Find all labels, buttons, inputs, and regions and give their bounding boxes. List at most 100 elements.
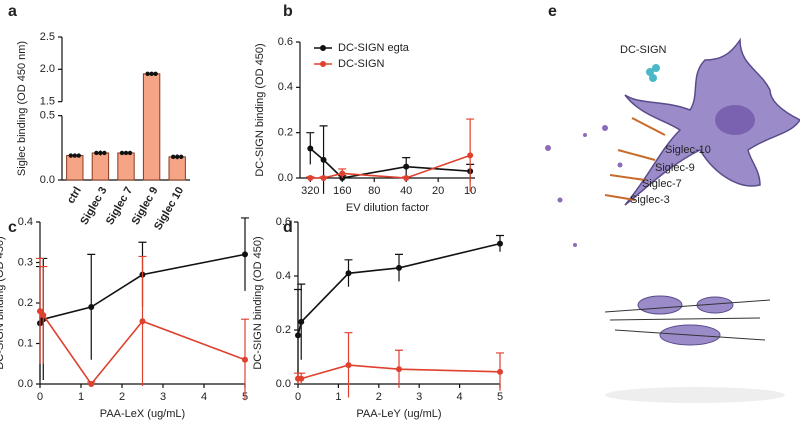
data-point	[102, 150, 107, 156]
line	[310, 154, 471, 179]
panel-label: e	[548, 3, 557, 20]
y-tick-label: 0.6	[278, 36, 293, 48]
data-point	[497, 240, 503, 247]
x-axis-label: PAA-LeY (ug/mL)	[356, 408, 441, 420]
data-point	[68, 153, 74, 158]
x-tick-label: 320	[301, 185, 319, 197]
data-point	[119, 150, 125, 156]
data-point	[307, 175, 314, 181]
data-point	[295, 332, 301, 339]
data-point	[242, 251, 248, 258]
y-tick-label: 0.0	[276, 378, 291, 390]
y-axis-label: DC-SIGN binding (OD 450)	[252, 236, 264, 369]
data-point	[403, 163, 410, 170]
data-point	[298, 375, 305, 382]
data-point	[320, 156, 327, 163]
data-point	[94, 150, 99, 156]
panel-label: d	[283, 219, 293, 236]
data-point	[179, 154, 184, 160]
data-point	[497, 368, 503, 375]
x-tick-label: 80	[368, 185, 380, 197]
vesicles	[545, 125, 623, 247]
bar	[91, 152, 110, 181]
y-tick-label: 2.5	[40, 31, 55, 43]
x-tick-label: 5	[497, 391, 503, 403]
data-point	[153, 71, 158, 77]
y-tick-label: 0.4	[18, 216, 33, 228]
bar	[66, 155, 84, 181]
bar	[168, 156, 186, 181]
data-point	[98, 150, 103, 156]
cell	[624, 37, 800, 206]
y-tick-label: 2.0	[40, 63, 55, 75]
annotation: DC-SIGN	[620, 44, 667, 56]
annotation: Siglec-10	[665, 144, 711, 156]
data-point	[72, 153, 78, 158]
y-tick-label: 0.0	[40, 174, 55, 186]
data-point	[467, 152, 474, 159]
y-axis-label: DC-SIGN binding (OD 450)	[254, 43, 266, 176]
data-point	[127, 150, 133, 156]
x-tick-label: 3	[416, 391, 422, 403]
x-tick-label: 4	[201, 391, 207, 403]
x-tick-label: 160	[333, 185, 351, 197]
y-tick-label: 1.5	[40, 96, 55, 108]
y-tick-label: 0.4	[278, 81, 293, 93]
dc-sign	[646, 64, 660, 82]
data-point	[139, 318, 146, 325]
data-point	[88, 381, 95, 387]
data-point	[40, 312, 47, 319]
annotation: Siglec-9	[655, 162, 695, 174]
x-tick-label: 2	[376, 391, 382, 403]
legend-marker	[320, 45, 326, 51]
dish	[605, 387, 785, 403]
data-point	[149, 71, 154, 77]
data-point	[171, 154, 176, 160]
data-point	[123, 150, 129, 156]
panel-label: b	[283, 3, 293, 20]
x-tick-label: ctrl	[65, 185, 84, 206]
x-tick-label: 1	[335, 391, 341, 403]
processes	[604, 299, 771, 341]
x-tick-label: 0	[295, 391, 301, 403]
data-point	[76, 153, 82, 158]
y-tick-label: 0.0	[18, 378, 33, 390]
x-tick-label: 3	[160, 391, 166, 403]
data-point	[307, 145, 314, 152]
data-point	[339, 170, 346, 177]
data-point	[145, 71, 150, 77]
y-tick-label: 0.3	[18, 256, 33, 268]
x-tick-label: 0	[37, 391, 43, 403]
bar	[142, 73, 161, 181]
y-tick-label: 0.2	[18, 297, 33, 309]
panel-label: a	[8, 3, 17, 20]
x-tick-label: 1	[78, 391, 84, 403]
cell-illustration	[545, 37, 800, 403]
x-tick-label: 2	[119, 391, 125, 403]
nucleus	[715, 105, 755, 135]
bar	[117, 152, 135, 181]
y-axis-label: DC-SIGN binding (OD 450)	[0, 236, 6, 369]
annotation: Siglec-7	[642, 178, 682, 190]
y-tick-label: 0.6	[276, 216, 291, 228]
y-tick-label: 0.2	[276, 324, 291, 336]
data-point	[396, 366, 402, 373]
y-tick-label: 0.2	[278, 127, 293, 139]
data-point	[298, 318, 305, 325]
panel-label: c	[8, 219, 17, 236]
x-axis-label: PAA-LeX (ug/mL)	[100, 408, 185, 420]
data-point	[37, 308, 43, 315]
data-point	[345, 362, 352, 369]
x-tick-label: 4	[457, 391, 463, 403]
data-point	[403, 175, 410, 181]
siglec-receptors	[604, 117, 666, 201]
legend-label: DC-SIGN	[338, 58, 385, 70]
legend-label: DC-SIGN egta	[338, 42, 410, 54]
y-tick-label: 0.1	[18, 337, 33, 349]
x-axis-label: EV dilution factor	[346, 202, 429, 214]
data-point	[88, 304, 95, 311]
data-point	[345, 270, 352, 277]
y-tick-label: 0.4	[276, 270, 291, 282]
data-point	[175, 154, 180, 160]
